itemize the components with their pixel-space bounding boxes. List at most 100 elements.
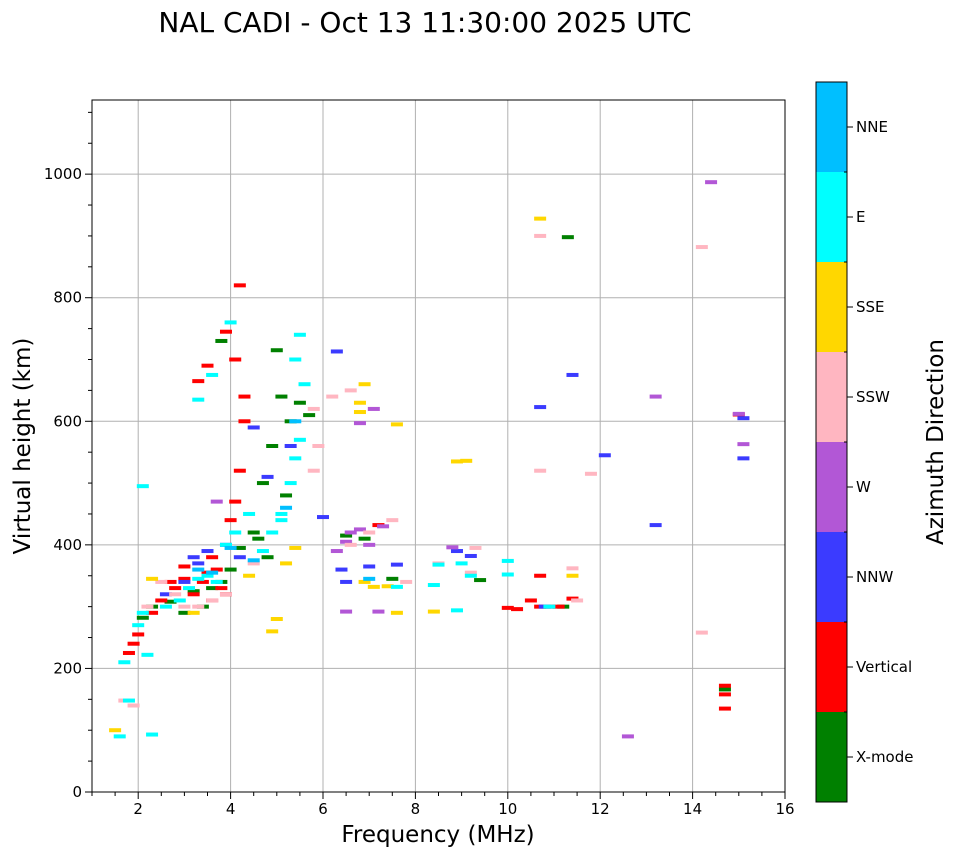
echo-point-x-mode (178, 610, 191, 615)
echo-point-w (737, 442, 750, 447)
echo-point-vertical (524, 598, 537, 603)
echo-point-nnw (534, 405, 547, 410)
echo-point-w (344, 530, 357, 535)
echo-point-e (543, 604, 556, 609)
echo-point-e (275, 518, 288, 523)
echo-point-e (159, 604, 172, 609)
echo-point-vertical (552, 604, 565, 609)
echo-point-vertical (718, 692, 731, 697)
echo-point-x-mode (247, 530, 260, 535)
echo-point-nnw (649, 523, 662, 528)
echo-point-nnw (450, 549, 463, 554)
echo-point-vertical (718, 683, 731, 688)
echo-point-ssw (534, 233, 547, 238)
echo-point-nnw (261, 474, 274, 479)
y-tick-label: 200 (53, 659, 82, 677)
echo-point-e (501, 572, 514, 577)
echo-point-sse (367, 584, 380, 589)
echo-point-ssw (464, 570, 477, 575)
echo-point-e (118, 660, 131, 665)
echo-point-nnw (159, 592, 172, 597)
echo-point-w (621, 734, 634, 739)
echo-point-x-mode (358, 536, 371, 541)
echo-point-x-mode (136, 615, 149, 620)
echo-point-e (146, 732, 159, 737)
echo-point-ssw (344, 542, 357, 547)
colorbar-swatch (816, 172, 847, 262)
echo-point-nnw (330, 349, 343, 354)
echo-point-sse (460, 458, 473, 463)
echo-point-w (210, 499, 223, 504)
y-axis-ticks: 0 200 400 600 800 1000 (44, 111, 92, 801)
echo-point-ssw (219, 592, 232, 597)
echo-point-x-mode (270, 348, 283, 353)
echo-point-nne (224, 545, 237, 550)
echo-point-vertical (501, 605, 514, 610)
echo-point-sse (427, 609, 440, 614)
echo-point-ssw (247, 561, 260, 566)
echo-point-e (289, 357, 302, 362)
echo-point-vertical (210, 567, 223, 572)
echo-point-x-mode (474, 578, 487, 583)
echo-point-ssw (584, 471, 597, 476)
echo-point-x-mode (215, 338, 228, 343)
x-axis-ticks: 2 4 6 8 10 12 14 16 (91, 792, 795, 818)
echo-point-nnw (335, 567, 348, 572)
echo-point-e (141, 652, 154, 657)
echo-point-sse (534, 216, 547, 221)
azimuth-colorbar: X-mode Vertical NNW W SSW SSE E NNE (815, 81, 913, 803)
echo-point-e (432, 562, 445, 567)
echo-point-vertical (178, 564, 191, 569)
echo-point-nne (280, 505, 293, 510)
echo-point-w (340, 539, 353, 544)
colorbar-swatch (816, 82, 847, 172)
echo-point-e (464, 573, 477, 578)
echo-point-ssw (127, 703, 140, 708)
echo-point-e (450, 608, 463, 613)
echo-point-w (732, 411, 745, 416)
x-tick-label: 14 (683, 800, 702, 818)
echo-point-vertical (132, 632, 145, 637)
y-tick-label: 0 (72, 783, 82, 801)
echo-point-ssw (534, 468, 547, 473)
echo-point-e (243, 511, 256, 516)
echo-point-vertical (192, 379, 205, 384)
echo-point-nnw (737, 456, 750, 461)
y-tick-label: 400 (53, 536, 82, 554)
x-tick-label: 4 (226, 800, 236, 818)
echo-point-w (649, 394, 662, 399)
echo-point-vertical (229, 357, 242, 362)
echo-point-ssw (206, 598, 219, 603)
echo-point-vertical (718, 706, 731, 711)
echo-point-e (390, 584, 403, 589)
x-tick-label: 2 (133, 800, 143, 818)
echo-point-nnw (187, 555, 200, 560)
colorbar-tick-label: Vertical (856, 658, 912, 676)
colorbar-tick-label: X-mode (856, 748, 913, 766)
echo-point-x-mode (164, 599, 177, 604)
echo-point-ssw (326, 394, 339, 399)
echo-point-w (377, 524, 390, 529)
echo-point-vertical (238, 394, 251, 399)
echo-point-nnw (598, 453, 611, 458)
chart-title: NAL CADI - Oct 13 11:30:00 2025 UTC (158, 6, 691, 39)
echo-point-x-mode (187, 589, 200, 594)
echo-point-ssw (344, 388, 357, 393)
echo-point-sse (353, 410, 366, 415)
echo-point-nne (363, 576, 376, 581)
colorbar-swatch (816, 442, 847, 532)
y-tick-label: 600 (53, 412, 82, 430)
x-tick-label: 10 (498, 800, 517, 818)
echo-points (109, 180, 750, 739)
echo-point-x-mode (224, 567, 237, 572)
echo-point-x-mode (340, 533, 353, 538)
echo-point-sse (566, 573, 579, 578)
echo-point-vertical (169, 586, 182, 591)
echo-point-e (122, 698, 135, 703)
echo-point-vertical (178, 576, 191, 581)
echo-point-vertical (229, 499, 242, 504)
echo-point-e (192, 397, 205, 402)
echo-point-x-mode (280, 493, 293, 498)
echo-point-ssw (141, 604, 154, 609)
